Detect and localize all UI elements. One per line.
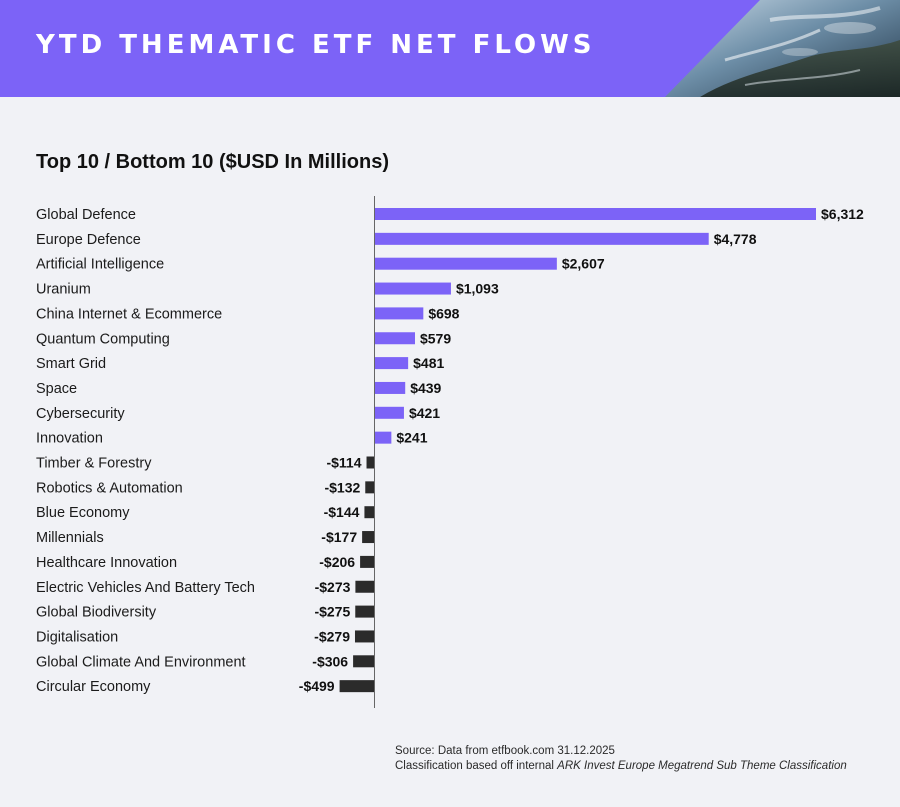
value-label: -$306	[312, 653, 348, 669]
positive-bar	[374, 282, 451, 295]
category-label: Space	[36, 381, 77, 397]
category-label: Europe Defence	[36, 232, 141, 248]
category-label: Digitalisation	[36, 629, 118, 645]
value-label: -$177	[321, 529, 357, 545]
category-label: Quantum Computing	[36, 331, 170, 347]
category-labels: Global Defence Europe Defence Artificial I…	[36, 207, 255, 695]
category-label: Smart Grid	[36, 356, 106, 372]
positive-bar	[374, 431, 392, 444]
negative-bar	[354, 630, 375, 643]
positive-bar	[374, 307, 424, 320]
classification-emphasis: ARK Invest Europe Megatrend Sub Theme Cl…	[557, 760, 847, 772]
category-label: Artificial Intelligence	[36, 257, 164, 273]
positive-bar	[374, 208, 816, 220]
category-label: Timber & Forestry	[36, 456, 152, 472]
value-label: $698	[428, 305, 459, 321]
value-label: -$499	[299, 678, 335, 694]
negative-bar	[364, 506, 375, 519]
value-label: $4,778	[714, 231, 757, 247]
value-label: $421	[409, 405, 440, 421]
classification-prefix: Classification based off internal	[395, 760, 558, 772]
value-labels: $6,312 $4,778 $2,607 $1,093 $698 $579 $481 $439…	[299, 206, 864, 694]
category-label: Circular Economy	[36, 679, 151, 695]
value-label: -$275	[314, 604, 350, 620]
category-label: China Internet & Ecommerce	[36, 306, 222, 322]
negative-bar	[366, 456, 375, 469]
category-label: Innovation	[36, 431, 103, 447]
category-label: Healthcare Innovation	[36, 555, 177, 571]
category-label: Uranium	[36, 282, 91, 298]
page-title: YTD THEMATIC ETF NET FLOWS	[36, 30, 596, 60]
value-label: $6,312	[821, 206, 864, 222]
positive-bar	[374, 357, 409, 370]
value-label: -$273	[315, 579, 351, 595]
negative-bar	[355, 580, 375, 593]
negative-bar	[362, 531, 375, 544]
positive-bar	[374, 257, 557, 270]
negative-bar	[339, 680, 375, 693]
value-label: $241	[396, 430, 427, 446]
category-label: Electric Vehicles And Battery Tech	[36, 580, 255, 596]
positive-bar	[374, 406, 404, 419]
category-label: Global Defence	[36, 207, 136, 223]
negative-bar	[355, 605, 375, 618]
value-label: -$279	[314, 628, 350, 644]
value-label: -$132	[324, 479, 360, 495]
positive-bar	[374, 332, 415, 345]
water-photo-image	[665, 0, 900, 97]
source-note: Source: Data from etfbook.com 31.12.2025…	[395, 744, 847, 774]
category-label: Global Climate And Environment	[36, 654, 246, 670]
value-label: -$144	[324, 504, 360, 520]
positive-bar	[374, 381, 406, 394]
bars	[339, 208, 816, 693]
category-label: Millennials	[36, 530, 104, 546]
category-label: Global Biodiversity	[36, 605, 157, 621]
header-banner: YTD THEMATIC ETF NET FLOWS	[0, 0, 900, 97]
value-label: -$114	[326, 455, 361, 471]
value-label: -$206	[319, 554, 355, 570]
negative-bar	[360, 555, 375, 568]
category-label: Cybersecurity	[36, 406, 125, 422]
value-label: $481	[413, 355, 444, 371]
value-label: $439	[410, 380, 441, 396]
category-label: Robotics & Automation	[36, 480, 183, 496]
value-label: $579	[420, 330, 451, 346]
negative-bar	[353, 655, 375, 668]
negative-bar	[365, 481, 375, 494]
value-label: $1,093	[456, 281, 499, 297]
classification-line: Classification based off internal ARK In…	[395, 759, 847, 774]
category-label: Blue Economy	[36, 505, 130, 521]
chart-title: Top 10 / Bottom 10 ($USD In Millions)	[36, 151, 389, 173]
positive-bar	[374, 232, 709, 245]
value-label: $2,607	[562, 256, 605, 272]
source-line: Source: Data from etfbook.com 31.12.2025	[395, 745, 615, 757]
